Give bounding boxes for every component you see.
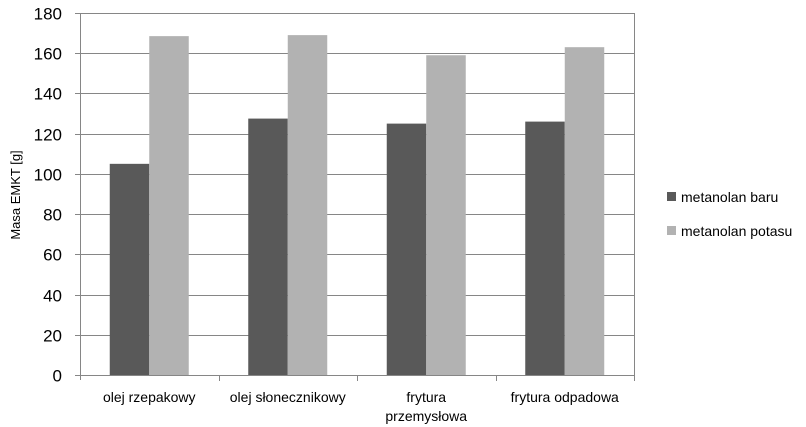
y-tick-label: 80 xyxy=(43,206,62,225)
bar-metanolan-potasu xyxy=(149,36,189,375)
x-tick-label: frytura xyxy=(406,389,446,405)
bar-metanolan-potasu xyxy=(426,55,466,375)
legend-label: metanolan baru xyxy=(681,189,778,205)
x-tick-label: olej słonecznikowy xyxy=(230,389,346,405)
bar-metanolan-potasu xyxy=(287,35,328,375)
y-axis-label: Masa EMKT [g] xyxy=(8,150,23,239)
y-tick-labels: 0 20 40 60 80 100 120 140 160 180 xyxy=(34,5,62,386)
legend-swatch xyxy=(667,192,676,201)
bar-metanolan-baru xyxy=(525,121,565,375)
x-tick-label: olej rzepakowy xyxy=(103,389,196,405)
bar-metanolan-baru xyxy=(109,163,150,375)
y-tick-label: 140 xyxy=(34,85,62,104)
y-tick-label: 60 xyxy=(43,246,62,265)
bars xyxy=(109,35,605,375)
x-tick-label: przemysłowa xyxy=(385,408,467,424)
legend-label: metanolan potasu xyxy=(681,223,792,239)
x-tick-label: frytura odpadowa xyxy=(511,389,619,405)
bar-metanolan-potasu xyxy=(564,47,605,375)
y-tick-label: 40 xyxy=(43,287,62,306)
legend: metanolan baru metanolan potasu xyxy=(667,189,792,239)
y-tick-label: 180 xyxy=(34,5,62,24)
bar-metanolan-baru xyxy=(386,123,427,375)
axes xyxy=(75,13,635,381)
y-tick-label: 160 xyxy=(34,45,62,64)
x-tick-labels: olej rzepakowy olej słonecznikowy frytura p… xyxy=(103,389,619,424)
y-tick-label: 20 xyxy=(43,327,62,346)
y-tick-label: 0 xyxy=(53,367,62,386)
legend-swatch xyxy=(667,226,676,235)
y-tick-label: 120 xyxy=(34,126,62,145)
bar-metanolan-baru xyxy=(248,118,288,375)
y-tick-label: 100 xyxy=(34,166,62,185)
